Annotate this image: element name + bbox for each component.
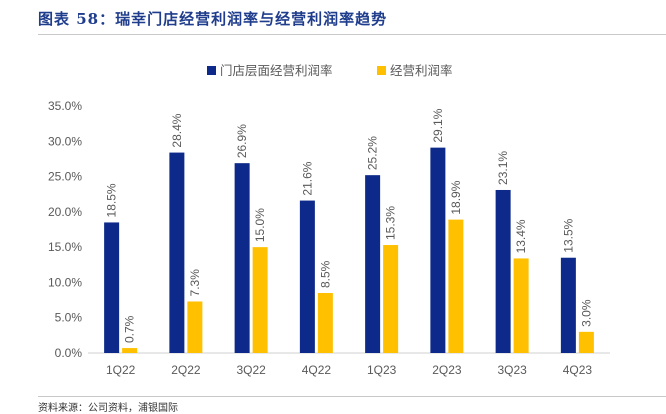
- bar-value-label: 15.3%: [384, 206, 398, 240]
- bar-value-label: 18.5%: [105, 183, 119, 217]
- x-tick-label: 1Q22: [106, 363, 136, 377]
- x-tick-label: 1Q23: [367, 363, 397, 377]
- bar-data-labels: 18.5% 28.4% 26.9% 21.6% 25.2% 29.1% 23.1% 13.5%…: [105, 108, 594, 343]
- bar-value-label: 8.5%: [318, 260, 332, 288]
- x-tick-label: 3Q22: [236, 363, 266, 377]
- y-tick-label: 30.0%: [48, 134, 82, 148]
- store-margin-bar: [299, 200, 315, 353]
- operating-margin-bar: [317, 293, 333, 353]
- bar-value-label: 25.2%: [366, 136, 380, 170]
- bar-value-label: 26.9%: [235, 124, 249, 158]
- bar-value-label: 7.3%: [188, 269, 202, 297]
- operating-margin-bar: [448, 219, 464, 353]
- bar-value-label: 0.7%: [123, 315, 137, 343]
- y-tick-label: 10.0%: [48, 275, 82, 289]
- x-tick-label: 2Q22: [171, 363, 201, 377]
- chart-legend: 门店层面经营利润率 经营利润率: [207, 63, 453, 78]
- bar-value-label: 18.9%: [449, 180, 463, 214]
- bar-value-label: 13.5%: [561, 218, 575, 252]
- store-margin-bar: [169, 152, 185, 353]
- store-margin-bar: [104, 222, 120, 353]
- store-margin-bar: [560, 257, 576, 353]
- operating-margin-bar: [187, 301, 203, 353]
- x-tick-label: 2Q23: [432, 363, 462, 377]
- bar-chart: 门店层面经营利润率 经营利润率 0.0% 5.0% 10.0% 15.0% 20.0% 25…: [48, 63, 610, 377]
- y-tick-label: 25.0%: [48, 170, 82, 184]
- x-tick-label: 4Q22: [302, 363, 332, 377]
- store-margin-bar: [234, 163, 250, 353]
- y-tick-label: 0.0%: [55, 346, 83, 360]
- legend-swatch: [207, 66, 216, 75]
- legend-swatch: [377, 66, 386, 75]
- y-tick-label: 5.0%: [55, 311, 83, 325]
- operating-margin-bar: [122, 348, 138, 353]
- source-divider: [38, 396, 666, 397]
- bar-value-label: 15.0%: [253, 208, 267, 242]
- operating-margin-bar: [513, 258, 529, 353]
- store-margin-bar: [430, 147, 446, 353]
- store-margin-bar: [495, 189, 511, 353]
- bar-value-label: 23.1%: [496, 151, 510, 185]
- operating-margin-bar: [578, 331, 594, 353]
- y-tick-label: 35.0%: [48, 99, 82, 113]
- operating-margin-bar: [252, 247, 268, 353]
- bar-value-label: 13.4%: [514, 219, 528, 253]
- bar-value-label: 29.1%: [431, 108, 445, 142]
- legend-label: 经营利润率: [390, 63, 453, 78]
- x-axis: 1Q22 2Q22 3Q22 4Q22 1Q23 2Q23 3Q23 4Q23: [88, 352, 610, 377]
- y-axis: 0.0% 5.0% 10.0% 15.0% 20.0% 25.0% 30.0% 35.0%: [48, 99, 82, 360]
- figure-source: 资料来源：公司资料，浦银国际: [38, 403, 178, 414]
- title-divider: [38, 34, 666, 35]
- y-tick-label: 15.0%: [48, 240, 82, 254]
- legend-label: 门店层面经营利润率: [220, 63, 333, 78]
- bar-value-label: 3.0%: [579, 299, 593, 327]
- y-tick-label: 20.0%: [48, 205, 82, 219]
- bar-value-label: 21.6%: [300, 161, 314, 195]
- bar-value-label: 28.4%: [170, 113, 184, 147]
- store-margin-bar: [365, 175, 381, 353]
- x-tick-label: 4Q23: [563, 363, 593, 377]
- figure-title: 图表 58：瑞幸门店经营利润率与经营利润率趋势: [38, 10, 388, 28]
- operating-margin-bar: [383, 245, 399, 353]
- x-tick-label: 3Q23: [497, 363, 527, 377]
- bar-series: [104, 147, 594, 353]
